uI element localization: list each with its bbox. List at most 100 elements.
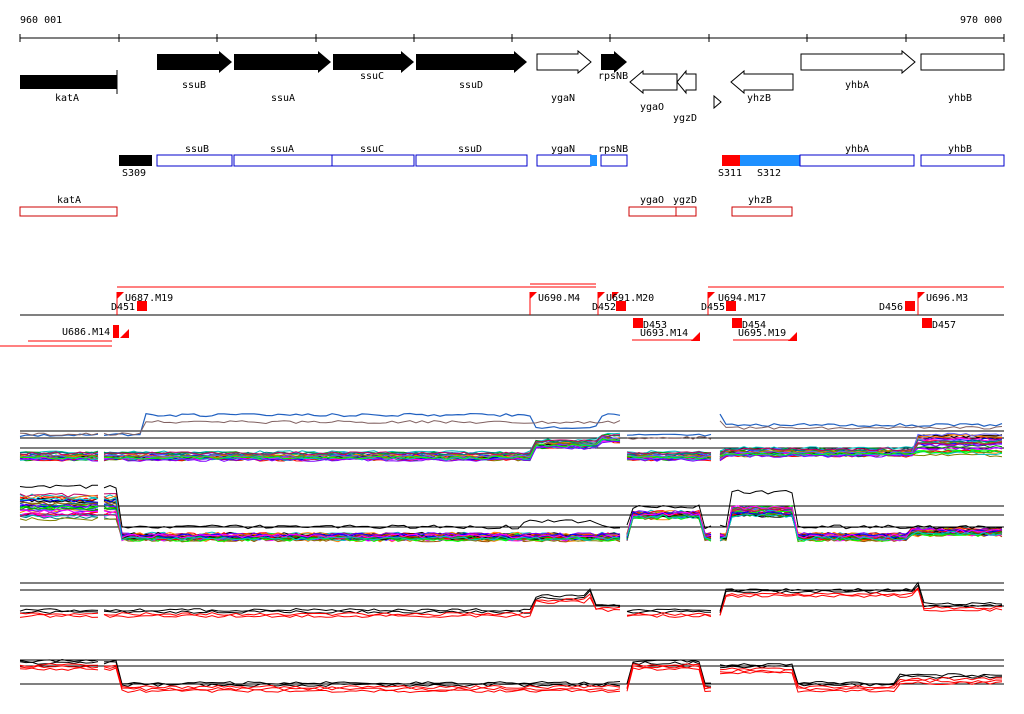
- operon-ygaO[interactable]: [628, 206, 677, 217]
- gene-ssuC[interactable]: ssuC: [333, 51, 414, 82]
- expression-trace: [19, 432, 1003, 459]
- operon-label-yhbB: yhbB: [948, 144, 972, 155]
- upshift-U686.M14[interactable]: U686.M14: [62, 325, 129, 338]
- operon-yhbA[interactable]: [799, 154, 915, 167]
- downshift-label: D454: [742, 320, 766, 331]
- operon-label-ygaO: ygaO: [640, 195, 664, 206]
- expression-trace: [19, 663, 1003, 690]
- upshift-label: U686.M14: [62, 327, 110, 338]
- gene-ssuD[interactable]: ssuD: [416, 51, 527, 91]
- gene-label-yhbA: yhbA: [845, 80, 869, 91]
- gene-ssuA[interactable]: ssuA: [234, 51, 331, 104]
- expression-trace: [19, 587, 1002, 617]
- operon-ygzD[interactable]: [675, 206, 697, 217]
- expression-trace: [19, 494, 1003, 537]
- gene-label-ssuA: ssuA: [271, 93, 295, 104]
- operon-track-bottom: katA ygaO ygzD yhzB: [19, 195, 793, 217]
- operon-yhbB[interactable]: [920, 154, 1005, 167]
- gene-ygaO[interactable]: ygaO: [629, 69, 678, 113]
- downshift-D451[interactable]: D451: [111, 301, 147, 313]
- upshift-label: U690.M4: [538, 293, 580, 304]
- gene-yhzB[interactable]: yhzB: [730, 69, 794, 104]
- expression-trace: [19, 438, 1003, 461]
- upshift-label: U694.M17: [718, 293, 766, 304]
- upshift-U694.M17[interactable]: U694.M17: [708, 292, 766, 304]
- expression-trace: [19, 581, 1003, 613]
- operon-yhzB[interactable]: [731, 206, 793, 217]
- gene-label-ygaN: ygaN: [551, 93, 575, 104]
- gene-ygzD[interactable]: ygzD: [673, 69, 697, 124]
- gene-track-forward: katA ssuB ssuA ssuC ssuD ygaN rpsNB yhb: [20, 49, 1005, 104]
- segment-label-S312: S312: [757, 168, 781, 179]
- expression-trace: [19, 497, 1003, 541]
- gene-label-yhzB: yhzB: [747, 93, 771, 104]
- gene-yhbB[interactable]: yhbB: [920, 53, 1005, 104]
- upshift-label: U693.M14: [640, 328, 688, 339]
- expression-trace: [19, 420, 1003, 440]
- operon-label-yhzB: yhzB: [748, 195, 772, 206]
- expression-trace: [19, 505, 1003, 538]
- upshift-U687.M19[interactable]: U687.M19: [117, 292, 173, 304]
- gene-label-ygzD: ygzD: [673, 113, 697, 124]
- operon-katA[interactable]: [19, 206, 118, 217]
- expression-trace: [19, 584, 1003, 614]
- segment-S309[interactable]: [119, 155, 152, 166]
- downshift-D453[interactable]: D453: [633, 318, 667, 331]
- downshift-D452[interactable]: D452: [592, 301, 626, 313]
- downshift-label: D456: [879, 302, 903, 313]
- segment-S312[interactable]: [740, 155, 800, 166]
- gene-label-rpsNB: rpsNB: [598, 71, 628, 82]
- upshift-U690.M4[interactable]: U690.M4: [530, 292, 580, 304]
- expression-profiles: [19, 412, 1004, 694]
- downshift-D457[interactable]: D457: [922, 318, 956, 331]
- segment-S311[interactable]: [722, 155, 740, 166]
- gene-ssuB[interactable]: ssuB: [157, 51, 232, 91]
- operon-label-ssuB: ssuB: [185, 144, 209, 155]
- expression-trace: [19, 434, 1003, 456]
- expression-trace: [19, 666, 1003, 694]
- gene-fragment-marker: [713, 94, 722, 110]
- expression-trace: [19, 498, 1003, 539]
- upshift-U695.M19[interactable]: U695.M19: [738, 328, 797, 341]
- operon-label-ssuA: ssuA: [270, 144, 294, 155]
- gene-label-katA: katA: [55, 93, 79, 104]
- gene-ygaN[interactable]: ygaN: [536, 49, 592, 104]
- downshift-D454[interactable]: D454: [732, 318, 766, 331]
- expression-trace: [19, 504, 1003, 538]
- operon-ygaN[interactable]: [536, 154, 592, 167]
- operon-label-yhbA: yhbA: [845, 144, 869, 155]
- expression-trace: [19, 587, 1003, 618]
- downshift-label: D457: [932, 320, 956, 331]
- operon-label-rpsNB: rpsNB: [598, 144, 628, 155]
- gene-yhbA[interactable]: yhbA: [800, 49, 916, 91]
- operon-label-ygzD: ygzD: [673, 195, 697, 206]
- gene-label-ssuD: ssuD: [459, 80, 483, 91]
- expression-trace: [19, 438, 1003, 460]
- downshift-D456[interactable]: D456: [879, 301, 915, 313]
- gene-label-yhbB: yhbB: [948, 93, 972, 104]
- gene-rpsNB[interactable]: rpsNB: [598, 51, 628, 82]
- operon-ssuA[interactable]: [233, 154, 333, 167]
- operon-label-ssuD: ssuD: [458, 144, 482, 155]
- downshift-label: D455: [701, 302, 725, 313]
- upshift-U696.M3[interactable]: U696.M3: [918, 292, 968, 304]
- gene-katA[interactable]: katA: [20, 70, 118, 104]
- ruler-start-label: 960 001: [20, 15, 62, 26]
- gene-label-ssuC: ssuC: [360, 71, 384, 82]
- expression-trace: [19, 505, 1003, 543]
- operon-rpsNB[interactable]: [600, 154, 628, 167]
- ruler: 960 001 970 000: [19, 15, 1005, 42]
- operon-track-top: S309 ssuB ssuA ssuC ssuD ygaN rpsNB S311…: [119, 144, 1005, 179]
- upshift-U691.M20[interactable]: U691.M20: [598, 292, 654, 304]
- expression-trace: [19, 434, 1003, 460]
- operon-label-ygaN: ygaN: [551, 144, 575, 155]
- operon-label-ssuC: ssuC: [360, 144, 384, 155]
- operon-ssuD[interactable]: [415, 154, 528, 167]
- upshift-label: U691.M20: [606, 293, 654, 304]
- downshift-label: D452: [592, 302, 616, 313]
- operon-ssuB[interactable]: [156, 154, 233, 167]
- upshift-U693.M14[interactable]: U693.M14: [640, 328, 700, 341]
- downshift-D455[interactable]: D455: [701, 301, 736, 313]
- downshift-label: D453: [643, 320, 667, 331]
- operon-ssuC[interactable]: [331, 154, 415, 167]
